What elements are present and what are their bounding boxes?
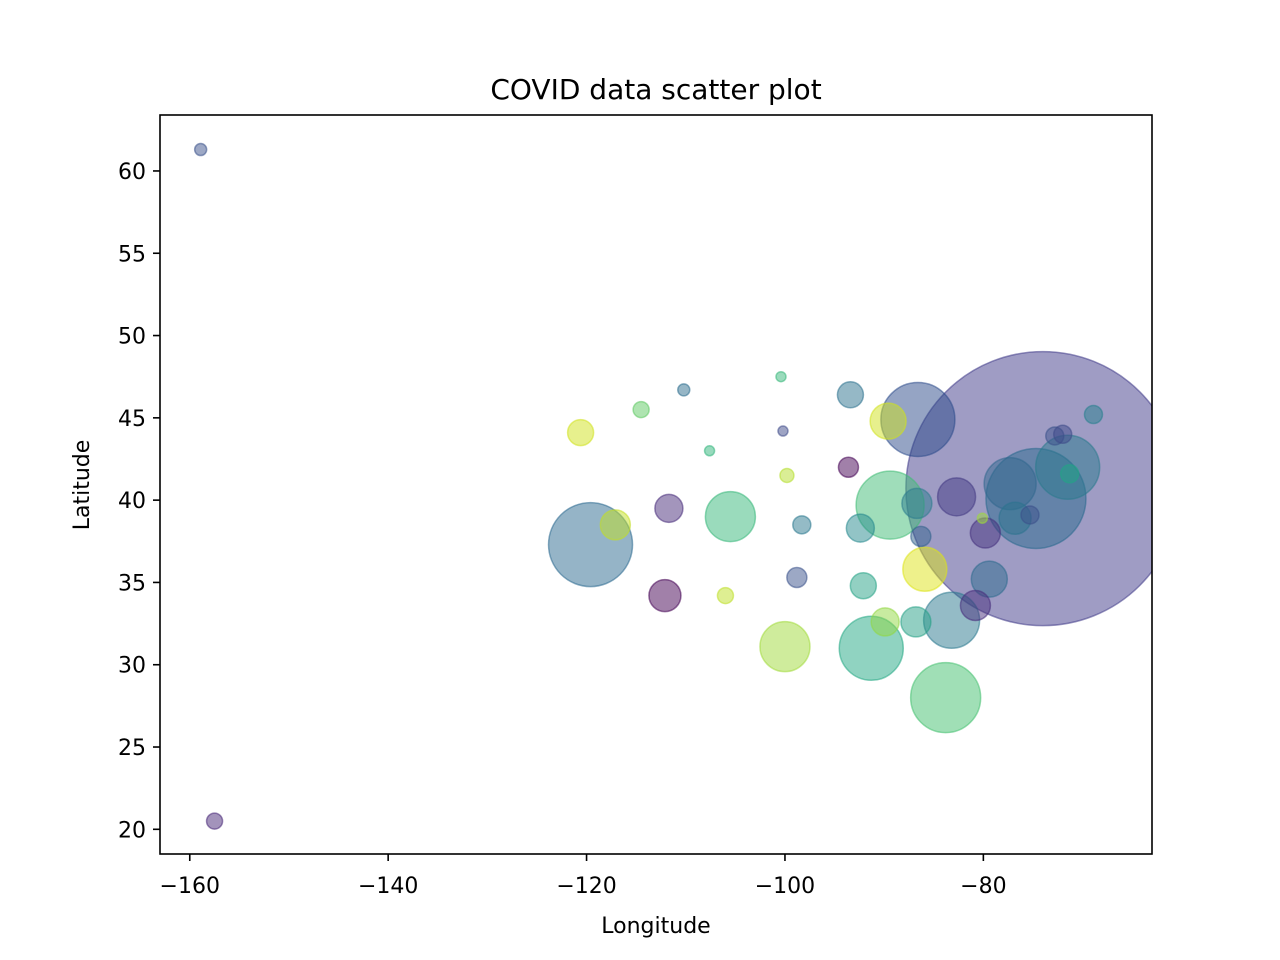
x-tick-label-2: −120 (556, 874, 616, 899)
data-point-17 (901, 487, 933, 520)
data-point-34 (1059, 464, 1080, 484)
data-point-40 (779, 467, 795, 484)
data-point-37 (1083, 404, 1104, 425)
y-tick-label-4: 40 (118, 489, 146, 514)
y-tick-label-2: 30 (118, 654, 146, 679)
data-point-43 (205, 812, 224, 830)
data-point-25 (654, 493, 684, 524)
data-point-32 (792, 515, 812, 535)
plot-frame (159, 114, 1153, 855)
data-point-38 (632, 400, 650, 419)
data-point-45 (775, 370, 787, 383)
x-tick-label-4: −80 (960, 874, 1006, 899)
data-point-33 (837, 456, 860, 478)
data-point-47 (976, 512, 989, 524)
data-point-44 (703, 445, 716, 457)
y-tick-label-8: 60 (118, 160, 146, 185)
data-point-42 (193, 142, 208, 157)
data-point-29 (786, 566, 808, 589)
points-layer (193, 142, 1152, 830)
data-point-27 (870, 607, 900, 637)
data-point-20 (900, 606, 932, 638)
data-point-15 (970, 560, 1009, 598)
y-tick-label-6: 50 (118, 325, 146, 350)
data-point-26 (849, 571, 878, 600)
x-axis: −160 −140 −120 −100 −80 (160, 854, 1007, 899)
x-tick-label-3: −100 (755, 874, 815, 899)
x-tick-label-1: −140 (358, 874, 418, 899)
data-point-22 (845, 513, 876, 543)
x-tick-label-0: −160 (160, 874, 220, 899)
data-point-24 (648, 578, 682, 613)
data-point-41 (677, 383, 691, 397)
data-point-46 (777, 425, 789, 437)
y-tick-label-5: 45 (118, 407, 146, 432)
data-point-28 (836, 381, 865, 409)
data-point-8 (983, 456, 1037, 511)
data-point-6 (909, 661, 982, 734)
data-point-13 (936, 477, 977, 517)
chart-title: COVID data scatter plot (490, 73, 821, 106)
data-point-30 (910, 525, 932, 548)
y-tick-label-7: 55 (118, 242, 146, 267)
data-point-31 (1020, 505, 1040, 525)
data-point-21 (599, 509, 632, 541)
y-tick-label-3: 35 (118, 571, 146, 596)
y-axis-label: Latitude (70, 440, 95, 531)
data-point-10 (704, 490, 757, 543)
data-point-11 (759, 620, 811, 673)
data-point-12 (902, 546, 948, 593)
y-tick-label-0: 20 (118, 818, 146, 843)
data-point-14 (869, 402, 907, 440)
data-point-39 (716, 586, 735, 605)
y-axis: 20 25 30 35 40 45 50 55 60 (118, 160, 160, 843)
x-axis-label: Longitude (601, 914, 710, 939)
y-tick-label-1: 25 (118, 736, 146, 761)
data-point-36 (1052, 424, 1073, 445)
data-point-18 (959, 589, 992, 622)
data-point-23 (566, 418, 595, 447)
